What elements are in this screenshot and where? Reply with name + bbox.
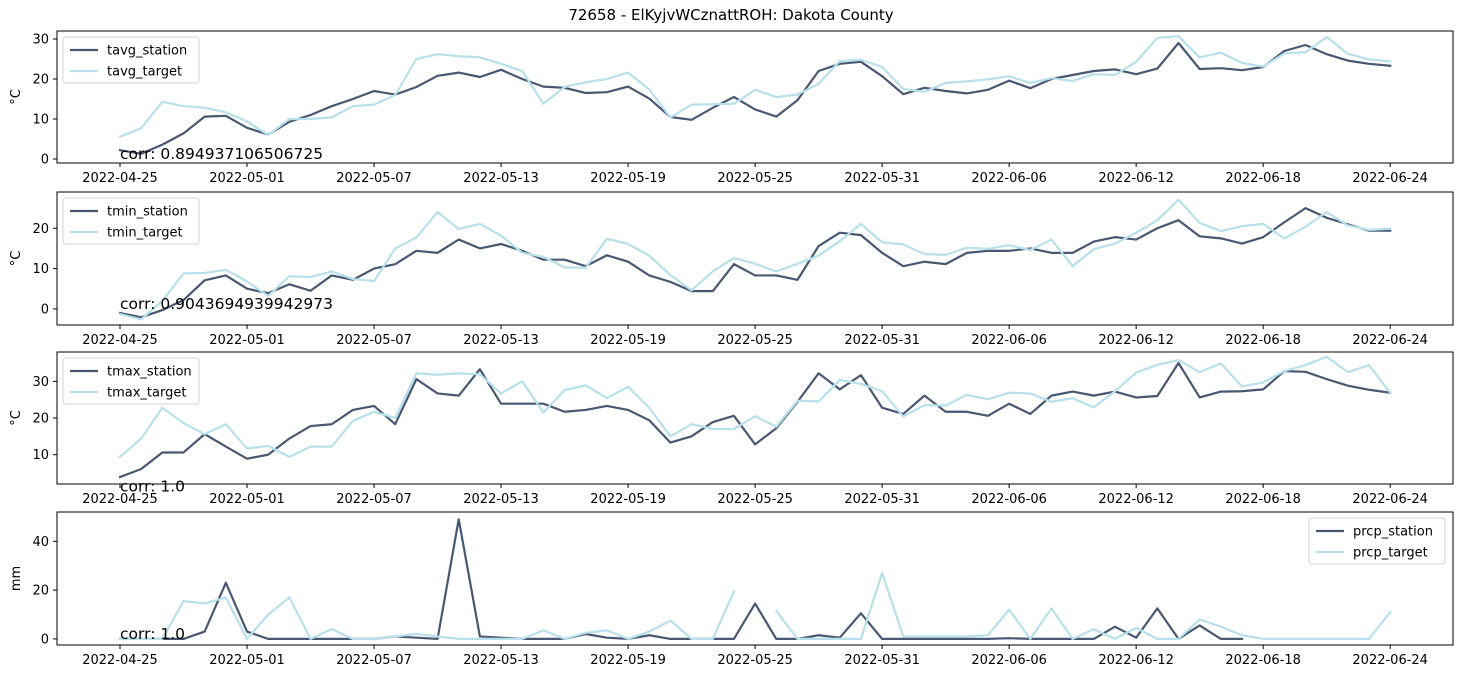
x-tick-label: 2022-05-01 xyxy=(209,492,285,507)
series-line-tavg_target xyxy=(118,35,1392,139)
y-tick-label: 20 xyxy=(32,584,49,599)
x-tick-label: 2022-06-06 xyxy=(971,171,1047,186)
series-line-tmax_station xyxy=(118,361,1392,479)
x-tick-label: 2022-05-07 xyxy=(336,492,412,507)
legend-label: tavg_station xyxy=(107,44,187,59)
series-line-tmin_station xyxy=(118,207,1392,319)
y-tick-label: 10 xyxy=(32,448,49,463)
y-tick-label: 20 xyxy=(32,222,49,237)
x-tick-label: 2022-06-18 xyxy=(1225,492,1301,507)
y-tick-label: 20 xyxy=(32,73,49,88)
x-tick-label: 2022-05-19 xyxy=(590,171,666,186)
x-tick-label: 2022-05-31 xyxy=(844,653,920,668)
y-tick-label: 20 xyxy=(32,412,49,427)
x-tick-label: 2022-05-13 xyxy=(463,333,539,348)
y-axis-label: °C xyxy=(9,251,24,267)
x-tick-label: 2022-06-06 xyxy=(971,653,1047,668)
y-tick-label: 30 xyxy=(32,375,49,390)
subplot-3: 10 20 30 2022-04-25 2022-05-01 2022-05-07 2022… xyxy=(9,351,1454,507)
x-tick-label: 2022-05-07 xyxy=(336,333,412,348)
series-line-tmin_target xyxy=(118,198,1392,321)
x-tick-label: 2022-04-25 xyxy=(82,492,158,507)
y-tick-label: 40 xyxy=(32,535,49,550)
series-line-tavg_station xyxy=(118,41,1392,155)
x-tick-label: 2022-05-25 xyxy=(717,492,793,507)
legend-label: prcp_station xyxy=(1353,525,1433,540)
x-tick-label: 2022-05-25 xyxy=(717,333,793,348)
x-tick-label: 2022-04-25 xyxy=(82,171,158,186)
chart-title: 72658 - ElKyjvWCznattROH: Dakota County xyxy=(568,6,894,24)
x-tick-label: 2022-06-06 xyxy=(971,333,1047,348)
series-line-tmax_target xyxy=(118,355,1392,459)
legend-label: tavg_target xyxy=(107,65,182,80)
x-tick-label: 2022-05-25 xyxy=(717,171,793,186)
x-tick-label: 2022-06-18 xyxy=(1225,333,1301,348)
subplot-1: 0 10 20 30 2022-04-25 2022-05-01 2022-05-07 202… xyxy=(9,30,1454,186)
subplot-2: 0 10 20 2022-04-25 2022-05-01 2022-05-07 2022-… xyxy=(9,191,1454,348)
x-tick-label: 2022-05-01 xyxy=(209,653,285,668)
correlation-annotation: corr: 0.894937106506725 xyxy=(120,145,323,163)
x-tick-label: 2022-06-12 xyxy=(1098,333,1174,348)
x-tick-label: 2022-06-12 xyxy=(1098,171,1174,186)
y-tick-label: 30 xyxy=(32,33,49,48)
correlation-annotation: corr: 1.0 xyxy=(120,625,185,643)
x-tick-label: 2022-06-24 xyxy=(1352,171,1428,186)
legend-label: prcp_target xyxy=(1353,546,1428,561)
y-tick-label: 0 xyxy=(41,632,49,647)
x-tick-label: 2022-05-31 xyxy=(844,492,920,507)
correlation-annotation: corr: 1.0 xyxy=(120,477,185,495)
series-line-prcp_target xyxy=(118,571,1392,640)
x-tick-label: 2022-06-06 xyxy=(971,492,1047,507)
series-line-prcp_station xyxy=(118,518,1244,640)
legend-label: tmax_target xyxy=(107,386,186,401)
legend-label: tmin_target xyxy=(107,226,183,241)
legend: tmin_station tmin_target xyxy=(62,197,200,245)
legend: tmax_station tmax_target xyxy=(62,357,200,405)
axes-frame xyxy=(56,30,1454,164)
y-tick-label: 10 xyxy=(32,262,49,277)
axes-frame xyxy=(56,351,1454,485)
x-tick-label: 2022-06-24 xyxy=(1352,653,1428,668)
y-tick-label: 0 xyxy=(41,153,49,168)
x-tick-label: 2022-04-25 xyxy=(82,653,158,668)
y-tick-label: 10 xyxy=(32,113,49,128)
x-tick-label: 2022-05-13 xyxy=(463,653,539,668)
x-tick-label: 2022-05-01 xyxy=(209,171,285,186)
x-tick-label: 2022-06-24 xyxy=(1352,333,1428,348)
x-tick-label: 2022-06-18 xyxy=(1225,171,1301,186)
x-tick-label: 2022-05-13 xyxy=(463,492,539,507)
y-axis-label: mm xyxy=(9,566,24,591)
legend: prcp_station prcp_target xyxy=(1308,517,1446,565)
x-tick-label: 2022-06-12 xyxy=(1098,653,1174,668)
x-tick-label: 2022-05-13 xyxy=(463,171,539,186)
x-tick-label: 2022-05-25 xyxy=(717,653,793,668)
legend-label: tmin_station xyxy=(107,205,188,220)
x-tick-label: 2022-05-31 xyxy=(844,171,920,186)
x-tick-label: 2022-06-24 xyxy=(1352,492,1428,507)
x-tick-label: 2022-05-19 xyxy=(590,653,666,668)
legend: tavg_station tavg_target xyxy=(62,36,200,84)
x-tick-label: 2022-05-07 xyxy=(336,653,412,668)
x-tick-label: 2022-05-19 xyxy=(590,492,666,507)
x-tick-label: 2022-05-07 xyxy=(336,171,412,186)
x-tick-label: 2022-05-31 xyxy=(844,333,920,348)
x-tick-label: 2022-06-18 xyxy=(1225,653,1301,668)
y-axis-label: °C xyxy=(9,410,24,426)
x-tick-label: 2022-06-12 xyxy=(1098,492,1174,507)
y-tick-label: 0 xyxy=(41,302,49,317)
x-tick-label: 2022-05-19 xyxy=(590,333,666,348)
x-tick-label: 2022-05-01 xyxy=(209,333,285,348)
legend-label: tmax_station xyxy=(107,365,192,380)
correlation-annotation: corr: 0.9043694939942973 xyxy=(120,295,333,313)
axes-frame xyxy=(56,511,1454,646)
y-axis-label: °C xyxy=(9,89,24,105)
subplot-4: 0 20 40 2022-04-25 2022-05-01 2022-05-07 2022-… xyxy=(9,511,1454,668)
x-tick-label: 2022-04-25 xyxy=(82,333,158,348)
